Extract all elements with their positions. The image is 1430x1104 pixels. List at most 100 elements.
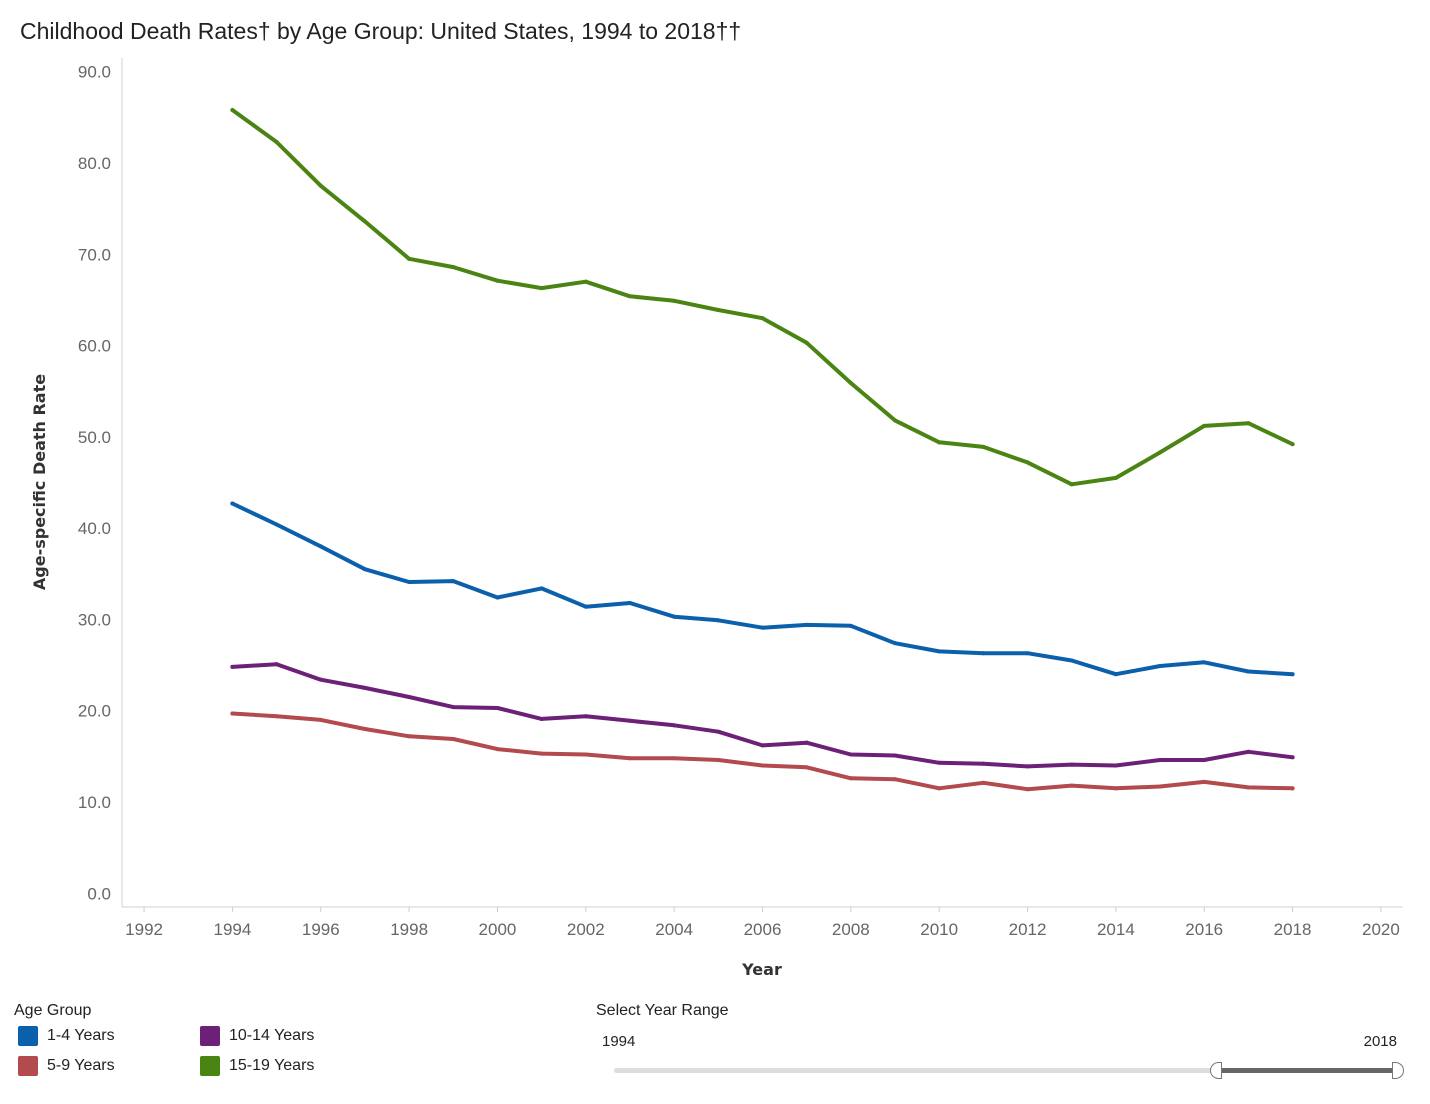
data-point-5-9-years[interactable] [1069,783,1074,788]
legend-item-15-19-years[interactable]: 15-19 Years [200,1056,314,1076]
data-point-1-4-years[interactable] [716,618,721,623]
data-point-5-9-years[interactable] [407,734,412,739]
data-point-15-19-years[interactable] [407,256,412,261]
data-point-5-9-years[interactable] [848,776,853,781]
year-range-end-handle[interactable] [1392,1062,1404,1079]
data-point-5-9-years[interactable] [1158,784,1163,789]
data-point-1-4-years[interactable] [318,544,323,549]
data-point-1-4-years[interactable] [583,604,588,609]
data-point-15-19-years[interactable] [318,183,323,188]
data-point-10-14-years[interactable] [230,664,235,669]
data-point-5-9-years[interactable] [627,756,632,761]
data-point-15-19-years[interactable] [495,278,500,283]
data-point-1-4-years[interactable] [627,601,632,606]
data-point-5-9-years[interactable] [362,726,367,731]
data-point-10-14-years[interactable] [1158,758,1163,763]
data-point-15-19-years[interactable] [1158,450,1163,455]
data-point-15-19-years[interactable] [583,279,588,284]
year-range-start-handle[interactable] [1210,1062,1223,1079]
data-point-10-14-years[interactable] [981,761,986,766]
data-point-10-14-years[interactable] [407,695,412,700]
data-point-10-14-years[interactable] [451,705,456,710]
data-point-15-19-years[interactable] [893,418,898,423]
data-point-15-19-years[interactable] [672,298,677,303]
data-point-15-19-years[interactable] [451,265,456,270]
series-line-10-14-years[interactable] [230,662,1295,769]
data-point-5-9-years[interactable] [318,717,323,722]
data-point-5-9-years[interactable] [583,752,588,757]
data-point-5-9-years[interactable] [539,751,544,756]
legend-item-5-9-years[interactable]: 5-9 Years [18,1056,115,1076]
data-point-5-9-years[interactable] [716,758,721,763]
data-point-5-9-years[interactable] [804,765,809,770]
data-point-15-19-years[interactable] [1069,482,1074,487]
data-point-15-19-years[interactable] [627,294,632,299]
data-point-5-9-years[interactable] [1025,787,1030,792]
data-point-5-9-years[interactable] [893,777,898,782]
legend-item-1-4-years[interactable]: 1-4 Years [18,1026,115,1046]
series-line-1-4-years[interactable] [230,501,1295,677]
data-point-1-4-years[interactable] [451,579,456,584]
data-point-1-4-years[interactable] [539,586,544,591]
data-point-1-4-years[interactable] [848,623,853,628]
data-point-15-19-years[interactable] [848,380,853,385]
data-point-15-19-years[interactable] [362,219,367,224]
data-point-1-4-years[interactable] [407,580,412,585]
data-point-10-14-years[interactable] [362,685,367,690]
data-point-1-4-years[interactable] [230,501,235,506]
data-point-1-4-years[interactable] [495,595,500,600]
data-point-15-19-years[interactable] [981,444,986,449]
data-point-10-14-years[interactable] [672,723,677,728]
data-point-10-14-years[interactable] [1202,758,1207,763]
data-point-15-19-years[interactable] [804,340,809,345]
data-point-1-4-years[interactable] [1069,658,1074,663]
data-point-5-9-years[interactable] [981,780,986,785]
data-point-15-19-years[interactable] [1202,423,1207,428]
data-point-5-9-years[interactable] [672,756,677,761]
data-point-5-9-years[interactable] [495,747,500,752]
data-point-15-19-years[interactable] [760,316,765,321]
data-point-5-9-years[interactable] [451,737,456,742]
data-point-1-4-years[interactable] [1290,672,1295,677]
data-point-10-14-years[interactable] [1025,764,1030,769]
data-point-10-14-years[interactable] [760,743,765,748]
data-point-1-4-years[interactable] [937,649,942,654]
data-point-10-14-years[interactable] [1290,755,1295,760]
data-point-10-14-years[interactable] [893,753,898,758]
data-point-15-19-years[interactable] [937,440,942,445]
data-point-1-4-years[interactable] [1158,663,1163,668]
data-point-10-14-years[interactable] [583,714,588,719]
data-point-10-14-years[interactable] [627,718,632,723]
data-point-5-9-years[interactable] [230,711,235,716]
data-point-15-19-years[interactable] [539,286,544,291]
data-point-5-9-years[interactable] [1202,779,1207,784]
data-point-15-19-years[interactable] [1246,421,1251,426]
data-point-10-14-years[interactable] [539,716,544,721]
data-point-10-14-years[interactable] [1246,749,1251,754]
data-point-1-4-years[interactable] [672,614,677,619]
data-point-15-19-years[interactable] [1025,460,1030,465]
data-point-1-4-years[interactable] [274,522,279,527]
data-point-1-4-years[interactable] [981,651,986,656]
data-point-5-9-years[interactable] [760,763,765,768]
data-point-15-19-years[interactable] [1113,475,1118,480]
data-point-1-4-years[interactable] [893,641,898,646]
series-line-15-19-years[interactable] [230,108,1295,487]
year-range-track[interactable] [614,1068,1394,1073]
data-point-10-14-years[interactable] [848,752,853,757]
data-point-15-19-years[interactable] [274,139,279,144]
data-point-1-4-years[interactable] [760,625,765,630]
data-point-1-4-years[interactable] [1113,672,1118,677]
series-line-5-9-years[interactable] [230,711,1295,792]
legend-item-10-14-years[interactable]: 10-14 Years [200,1026,314,1046]
data-point-5-9-years[interactable] [937,786,942,791]
data-point-15-19-years[interactable] [1290,442,1295,447]
data-point-1-4-years[interactable] [1202,660,1207,665]
data-point-5-9-years[interactable] [1113,786,1118,791]
data-point-1-4-years[interactable] [804,622,809,627]
data-point-10-14-years[interactable] [495,705,500,710]
data-point-10-14-years[interactable] [937,760,942,765]
data-point-1-4-years[interactable] [362,567,367,572]
data-point-1-4-years[interactable] [1025,651,1030,656]
data-point-5-9-years[interactable] [1246,785,1251,790]
